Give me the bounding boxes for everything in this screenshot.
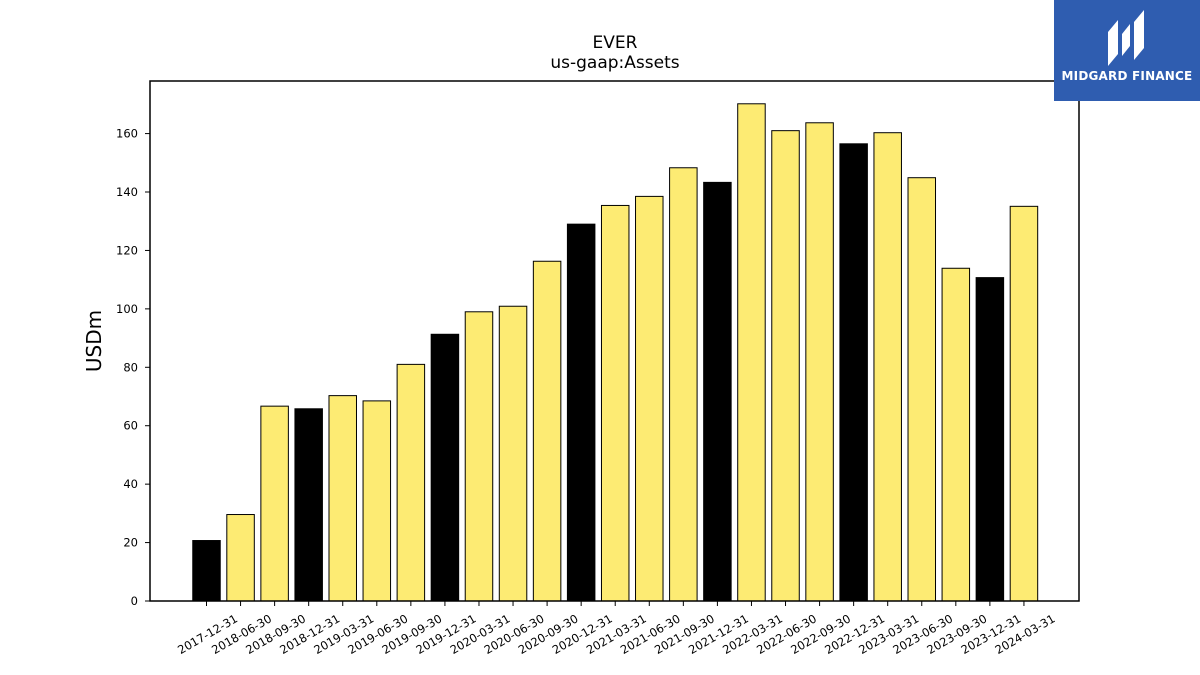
y-tick-label: 80 xyxy=(123,360,138,374)
plot-frame xyxy=(149,80,1080,602)
x-axis: 2017-12-312018-06-302018-09-302018-12-31… xyxy=(175,601,1057,657)
bar-2020-03-31 xyxy=(464,311,494,602)
chart-title: EVER xyxy=(593,33,638,53)
bar-2018-09-30 xyxy=(260,405,289,602)
bar-2019-06-30 xyxy=(362,400,392,602)
bar-2018-12-31 xyxy=(294,408,323,602)
bar-2020-12-31 xyxy=(566,223,596,602)
brand-logo: MIDGARD FINANCE xyxy=(1054,0,1200,101)
y-tick-label: 140 xyxy=(116,185,138,199)
bar-2023-09-30 xyxy=(941,267,971,602)
y-axis: 0 20 40 60 80 100 120 140 160 xyxy=(116,127,150,608)
bar-2019-12-31 xyxy=(430,333,460,602)
y-tick-label: 160 xyxy=(116,127,138,141)
bar-2021-09-30 xyxy=(669,167,698,602)
bar-2022-09-30 xyxy=(805,122,834,602)
y-axis-label: USDm xyxy=(82,310,106,372)
bar-2020-06-30 xyxy=(498,305,528,602)
bar-series xyxy=(192,103,1039,602)
bar-2022-03-31 xyxy=(737,103,766,602)
y-tick-label: 0 xyxy=(131,594,138,608)
y-tick-label: 60 xyxy=(123,419,138,433)
bar-2023-03-31 xyxy=(873,132,902,602)
bar-2021-12-31 xyxy=(703,181,732,602)
bar-2017-12-31 xyxy=(192,540,221,602)
bar-2020-09-30 xyxy=(532,260,562,602)
y-tick-label: 120 xyxy=(116,243,138,257)
midgard-logo-icon xyxy=(1108,10,1144,66)
y-tick-label: 20 xyxy=(123,536,138,550)
bar-2021-06-30 xyxy=(635,195,664,602)
bar-2019-03-31 xyxy=(328,395,357,602)
bar-2022-06-30 xyxy=(771,130,800,602)
bar-2022-12-31 xyxy=(839,143,868,602)
bar-2023-06-30 xyxy=(907,177,937,602)
bar-2023-12-31 xyxy=(975,277,1005,602)
y-tick-label: 40 xyxy=(123,477,138,491)
bar-2019-09-30 xyxy=(396,363,426,602)
y-tick-label: 100 xyxy=(116,302,138,316)
bar-2021-03-31 xyxy=(600,204,630,602)
bar-2024-03-31 xyxy=(1009,205,1039,602)
bar-2018-06-30 xyxy=(226,514,255,602)
chart-subtitle: us-gaap:Assets xyxy=(550,53,679,73)
brand-name: MIDGARD FINANCE xyxy=(1061,69,1193,83)
